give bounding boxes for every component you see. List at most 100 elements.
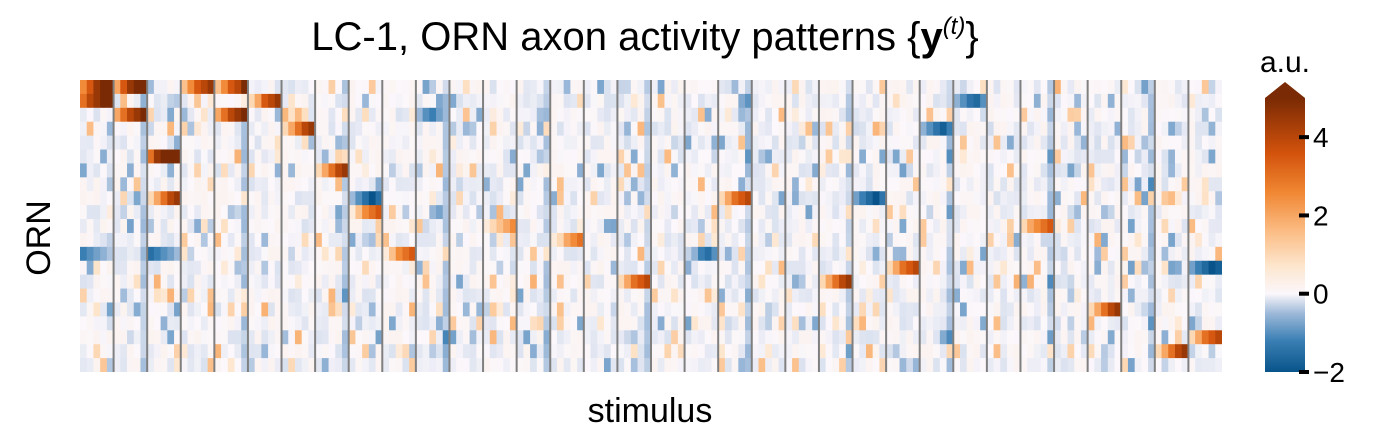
heatmap-cell <box>765 135 773 151</box>
heatmap-cell <box>234 93 242 109</box>
heatmap-cell <box>993 121 1001 137</box>
heatmap-cell <box>912 288 921 304</box>
heatmap-cell <box>1013 316 1022 331</box>
heatmap-cell <box>973 232 981 248</box>
heatmap-cell <box>214 232 222 248</box>
heatmap-cell <box>805 149 813 165</box>
heatmap-cell <box>1201 330 1210 345</box>
heatmap-cell <box>516 358 524 372</box>
heatmap-cell <box>328 288 336 304</box>
heatmap-cell <box>664 205 672 220</box>
heatmap-cell <box>106 163 115 178</box>
heatmap-cell <box>261 288 269 304</box>
heatmap-cell <box>483 246 491 262</box>
heatmap-cell <box>133 344 142 359</box>
heatmap-cell <box>765 205 773 220</box>
heatmap-cell <box>496 246 504 262</box>
heatmap-cell <box>570 344 578 359</box>
heatmap-cell <box>1215 274 1222 290</box>
heatmap-cell <box>294 163 303 178</box>
heatmap-cell <box>946 288 954 304</box>
heatmap-cell <box>429 288 437 304</box>
heatmap-cell <box>194 316 202 331</box>
heatmap-cell <box>335 163 343 178</box>
colorbar-gradient <box>1265 98 1305 372</box>
heatmap-cell <box>993 149 1001 165</box>
heatmap-cell <box>382 121 390 137</box>
heatmap-cell <box>899 330 907 345</box>
heatmap-cell <box>812 177 820 192</box>
heatmap-cell <box>919 219 928 234</box>
heatmap-cell <box>839 177 847 192</box>
heatmap-cell <box>845 302 854 317</box>
heatmap-cell <box>543 219 551 234</box>
heatmap-cell <box>530 80 538 95</box>
heatmap-cell <box>100 177 108 192</box>
heatmap-cell <box>637 260 645 276</box>
heatmap-cell <box>718 121 726 137</box>
heatmap-cell <box>93 135 101 151</box>
heatmap-cell <box>187 191 195 206</box>
heatmap-cell <box>973 93 981 109</box>
heatmap-cell <box>644 288 652 304</box>
heatmap-cell <box>341 205 350 220</box>
heatmap-cell <box>523 330 531 345</box>
heatmap-cell <box>429 358 437 372</box>
heatmap-cell <box>980 358 988 372</box>
colorbar-extend-arrow <box>1265 82 1305 98</box>
heatmap-cell <box>1047 177 1055 192</box>
heatmap-cell <box>86 260 95 276</box>
heatmap-cell <box>1121 358 1129 372</box>
heatmap-cell <box>1181 80 1190 95</box>
heatmap-cell <box>221 107 229 123</box>
heatmap-cell <box>691 344 699 359</box>
heatmap-cell <box>93 344 101 359</box>
heatmap-cell <box>832 302 840 317</box>
heatmap-cell <box>503 302 511 317</box>
heatmap-cell <box>100 149 108 165</box>
heatmap-cell <box>724 316 733 331</box>
heatmap-cell <box>1148 107 1156 123</box>
heatmap-cell <box>1080 107 1089 123</box>
heatmap-cell <box>1215 177 1222 192</box>
heatmap-cell <box>355 205 363 220</box>
heatmap-cell <box>845 344 854 359</box>
heatmap-cell <box>409 80 417 95</box>
heatmap-cell <box>630 149 639 165</box>
heatmap-cell <box>422 191 430 206</box>
heatmap-cell <box>120 232 128 248</box>
heatmap-cell <box>765 358 773 372</box>
heatmap-cell <box>1148 358 1156 372</box>
heatmap-cell <box>812 330 820 345</box>
heatmap-cell <box>778 232 786 248</box>
heatmap-cell <box>1101 358 1109 372</box>
heatmap-cell <box>892 246 901 262</box>
heatmap-cell <box>315 93 323 109</box>
heatmap-cell <box>127 205 135 220</box>
heatmap-cell <box>946 149 954 165</box>
heatmap-cell <box>1033 246 1042 262</box>
heatmap-cell <box>677 316 686 331</box>
heatmap-cell <box>321 358 330 372</box>
heatmap-cell <box>933 302 941 317</box>
heatmap-cell <box>469 246 477 262</box>
heatmap-cell <box>341 274 350 290</box>
heatmap-cell <box>127 219 135 234</box>
heatmap-cell <box>1148 344 1156 359</box>
heatmap-cell <box>140 80 148 95</box>
heatmap-cell <box>630 93 639 109</box>
heatmap-cell <box>348 191 357 206</box>
heatmap-cell <box>503 288 511 304</box>
heatmap-cell <box>912 191 921 206</box>
heatmap-cell <box>570 191 578 206</box>
heatmap-cell <box>577 344 585 359</box>
heatmap-cell <box>832 177 840 192</box>
heatmap-cell <box>355 135 363 151</box>
heatmap-cell <box>436 191 444 206</box>
heatmap-cell <box>839 219 847 234</box>
heatmap-cell <box>160 316 168 331</box>
heatmap-cell <box>556 177 565 192</box>
heatmap-cell <box>892 330 901 345</box>
heatmap-cell <box>570 330 578 345</box>
heatmap-cell <box>704 316 713 331</box>
